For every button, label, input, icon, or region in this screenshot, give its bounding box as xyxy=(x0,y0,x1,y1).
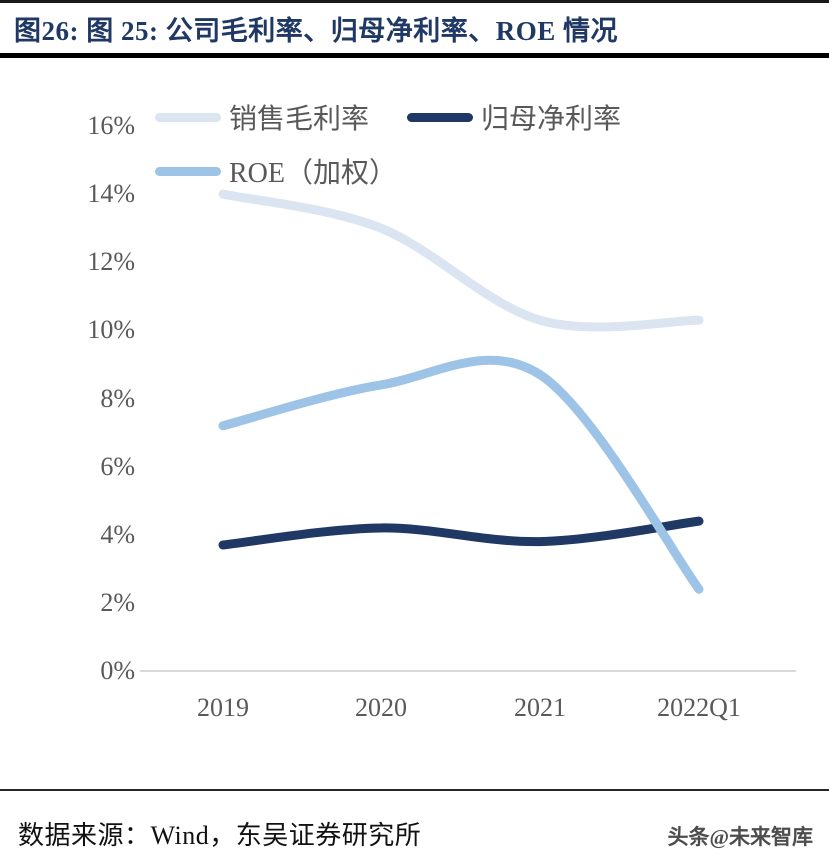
y-axis-tick-label: 6% xyxy=(100,451,135,481)
data-source-note: 数据来源：Wind，东吴证券研究所 xyxy=(18,821,422,850)
series-path-net-margin xyxy=(218,516,704,550)
figure-title: 图26: 图 25: 公司毛利率、归母净利率、ROE 情况 xyxy=(14,15,618,46)
legend-label-roe: ROE（加权） xyxy=(229,158,398,189)
y-axis-tick-label: 10% xyxy=(87,315,135,345)
series-path-roe xyxy=(218,355,704,594)
legend-label-net-margin: 归母净利率 xyxy=(481,104,622,135)
x-axis-tick-label: 2020 xyxy=(355,693,407,722)
figure-title-bar: 图26: 图 25: 公司毛利率、归母净利率、ROE 情况 xyxy=(0,3,829,53)
series-path-gross-margin xyxy=(218,189,704,332)
legend-swatch-net-margin xyxy=(407,112,473,122)
y-axis-tick-label: 4% xyxy=(100,519,135,549)
y-axis-tick-label: 14% xyxy=(87,179,135,209)
x-axis-tick-label: 2022Q1 xyxy=(657,693,741,722)
legend-item-gross-margin: 销售毛利率 xyxy=(155,100,370,135)
watermark: 头条@未来智库 xyxy=(667,825,813,849)
footer: 数据来源：Wind，东吴证券研究所 头条@未来智库 xyxy=(0,791,829,852)
y-axis-tick-label: 2% xyxy=(100,587,135,617)
page-top-rule xyxy=(0,0,829,3)
y-axis-tick-label: 16% xyxy=(87,111,135,141)
footer-rule xyxy=(0,789,829,791)
y-axis-tick-label: 8% xyxy=(100,383,135,413)
legend-swatch-roe xyxy=(155,166,221,176)
y-axis-tick-label: 0% xyxy=(100,656,135,685)
legend-item-roe: ROE（加权） xyxy=(155,154,398,189)
y-axis-tick-label: 12% xyxy=(87,247,135,277)
title-underline-rule xyxy=(0,53,829,58)
x-axis-tick-label: 2021 xyxy=(514,693,566,722)
legend-swatch-gross-margin xyxy=(155,112,221,122)
legend-label-gross-margin: 销售毛利率 xyxy=(229,104,370,135)
line-chart: 销售毛利率 归母净利率 ROE（加权） 16% 14% 12% 10% 8% 6% 4% 2%… xyxy=(0,58,829,758)
legend-item-net-margin: 归母净利率 xyxy=(407,100,622,135)
x-axis-tick-label: 2019 xyxy=(197,693,249,722)
